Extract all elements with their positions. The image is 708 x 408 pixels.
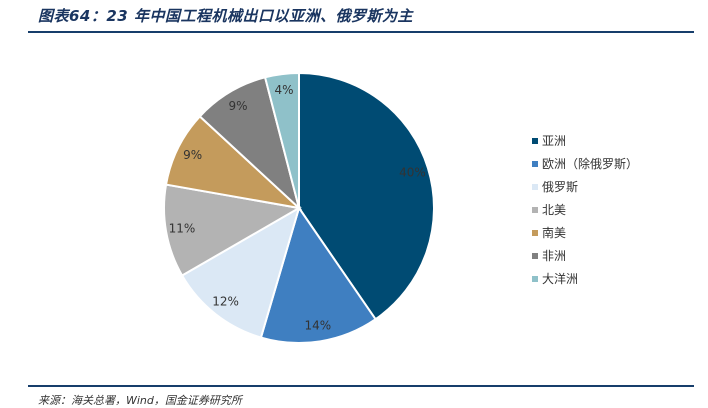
pie-slice [180,205,301,339]
legend-label: 南美 [542,225,566,240]
legend-swatch [532,276,538,282]
pie-slices [163,71,435,344]
legend-label: 大洋洲 [542,271,578,286]
legend-swatch [532,230,538,236]
legend-label: 北美 [542,203,566,217]
pie-slice [298,71,435,321]
legend-label: 欧洲（除俄罗斯） [542,156,638,171]
slice-value-label: 4% [274,83,293,97]
slice-value-label: 9% [228,99,247,113]
legend-swatch [532,161,538,167]
slice-value-label: 14% [304,318,331,332]
slice-value-label: 9% [183,148,202,162]
legend-label: 俄罗斯 [542,180,578,194]
legend-label: 亚洲 [542,134,566,148]
source-note: 来源：海关总署，Wind，国金证券研究所 [38,394,242,407]
legend-swatch [532,207,538,213]
bottom-rule [28,385,694,387]
pie-slice [163,183,302,277]
pie-slice-labels: 40% 14% 12% 11% 9% 9% 4% [169,83,426,332]
slice-value-label: 11% [169,222,196,236]
slice-value-label: 12% [212,294,239,308]
chart-title: 图表64：23 年中国工程机械出口以亚洲、俄罗斯为主 [38,7,413,25]
pie-slice [263,71,300,209]
legend-swatch [532,253,538,259]
legend-label: 非洲 [542,249,566,263]
legend-swatch [532,138,538,144]
slice-value-label: 40% [399,166,426,180]
top-rule [28,31,694,33]
legend-swatch [532,184,538,190]
